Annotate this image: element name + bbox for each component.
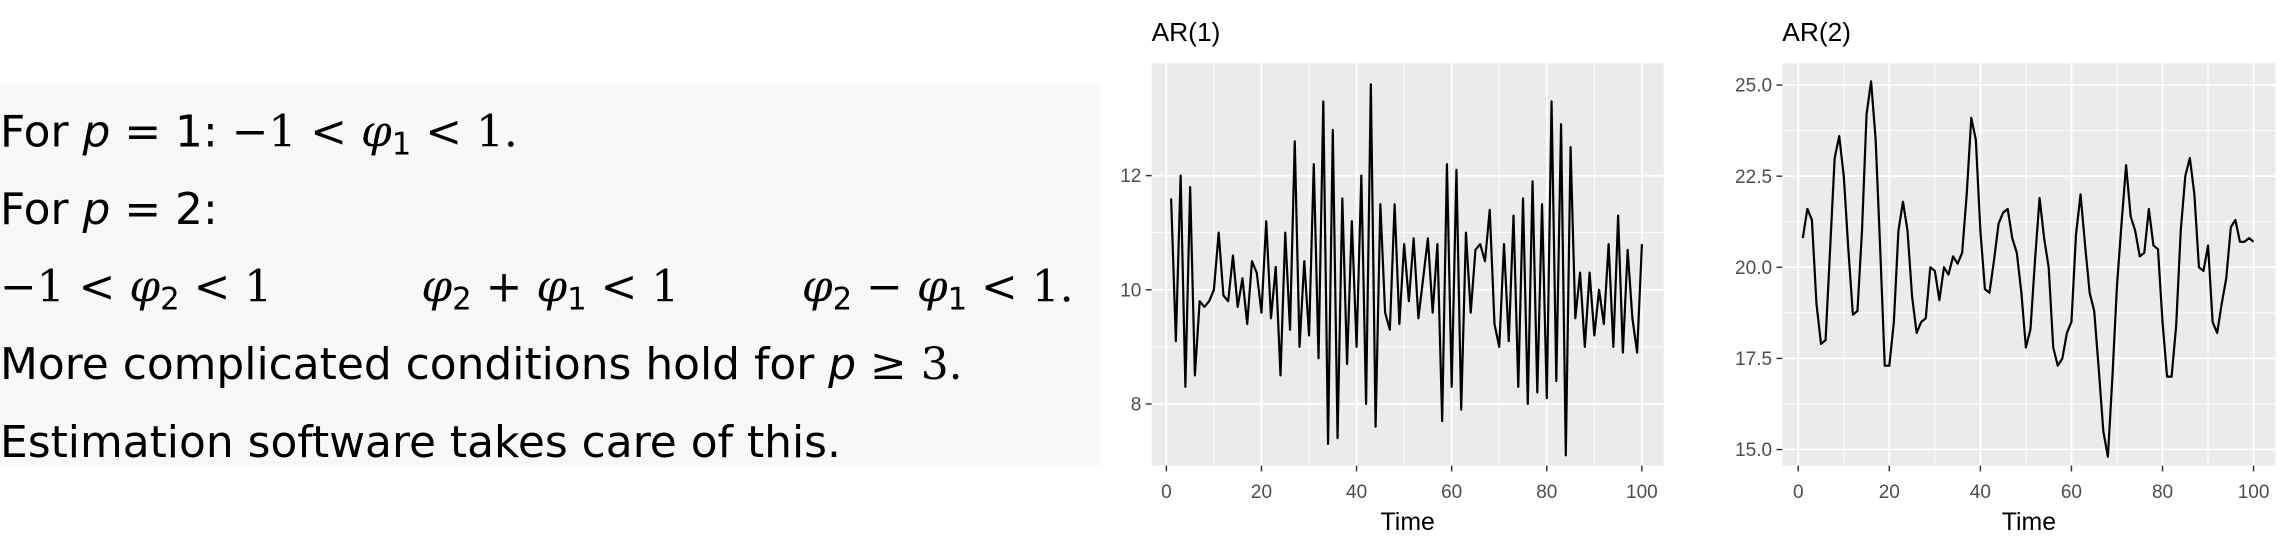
series-line — [1801, 80, 2255, 458]
text-run: For — [0, 107, 83, 158]
text-run: −1 < — [0, 262, 129, 313]
y-tick-label: 22.5 — [1735, 167, 1772, 188]
text-run: For — [0, 184, 83, 235]
text-run: p — [827, 339, 856, 390]
chart-title: AR(1) — [1152, 17, 1221, 47]
subscript: 1 — [567, 281, 587, 317]
text-run: p — [82, 107, 111, 158]
x-axis-label: Time — [1381, 508, 1435, 536]
text-panel — [0, 83, 1101, 466]
text-run: More complicated conditions hold for — [0, 339, 828, 390]
text-line: φ2 + φ1 < 1 — [421, 262, 679, 318]
subscript: 2 — [452, 281, 472, 317]
y-tick-label: 25.0 — [1735, 76, 1772, 97]
series-line — [1170, 83, 1643, 457]
x-tick-label: 0 — [1793, 482, 1804, 503]
text-run: < 1 — [180, 262, 273, 313]
chart-title: AR(2) — [1782, 17, 1851, 47]
x-tick-label: 20 — [1879, 482, 1900, 503]
text-run: φ — [536, 262, 567, 313]
text-run: φ — [421, 262, 452, 313]
x-tick-label: 40 — [1346, 482, 1367, 503]
y-tick-label: 8 — [1131, 395, 1142, 416]
text-run: p — [82, 184, 111, 235]
y-tick-label: 17.5 — [1735, 349, 1772, 370]
text-line: More complicated conditions hold for p ≥… — [0, 339, 963, 390]
plot-panel — [1151, 63, 1664, 466]
x-tick-label: 0 — [1161, 482, 1172, 503]
text-run: φ — [802, 262, 833, 313]
x-tick-label: 100 — [2238, 482, 2270, 503]
x-tick-label: 20 — [1251, 482, 1272, 503]
text-run: − — [852, 262, 917, 313]
x-tick-label: 40 — [1970, 482, 1991, 503]
text-run: = 1: — [110, 107, 231, 158]
text-run: ≥ 3. — [856, 339, 963, 390]
text-run: < 1. — [411, 107, 518, 158]
text-line: −1 < φ2 < 1 — [0, 262, 272, 318]
plot-panel — [1782, 63, 2276, 466]
y-tick-label: 15.0 — [1735, 440, 1772, 461]
subscript: 1 — [392, 126, 412, 162]
subscript: 2 — [833, 281, 853, 317]
text-line: For p = 2: — [0, 184, 218, 235]
text-line: For p = 1: −1 < φ1 < 1. — [0, 107, 518, 163]
text-run: < 1. — [967, 262, 1074, 313]
x-axis-label: Time — [2002, 508, 2056, 536]
y-tick-label: 12 — [1120, 166, 1141, 187]
text-line: φ2 − φ1 < 1. — [802, 262, 1074, 318]
text-run: = 2: — [110, 184, 217, 235]
text-run: φ — [917, 262, 948, 313]
y-tick-label: 20.0 — [1735, 258, 1772, 279]
text-run: Estimation software takes care of this. — [0, 417, 841, 468]
x-tick-label: 80 — [2152, 482, 2173, 503]
x-tick-label: 60 — [2061, 482, 2082, 503]
subscript: 1 — [948, 281, 968, 317]
text-line: Estimation software takes care of this. — [0, 417, 841, 468]
subscript: 2 — [160, 281, 180, 317]
x-tick-label: 60 — [1441, 482, 1462, 503]
text-run: −1 < — [232, 107, 361, 158]
x-tick-label: 100 — [1626, 482, 1658, 503]
x-tick-label: 80 — [1536, 482, 1557, 503]
y-tick-label: 10 — [1120, 280, 1141, 301]
text-run: φ — [129, 262, 160, 313]
text-run: < 1 — [587, 262, 680, 313]
text-run: φ — [361, 107, 392, 158]
text-run: + — [472, 262, 537, 313]
